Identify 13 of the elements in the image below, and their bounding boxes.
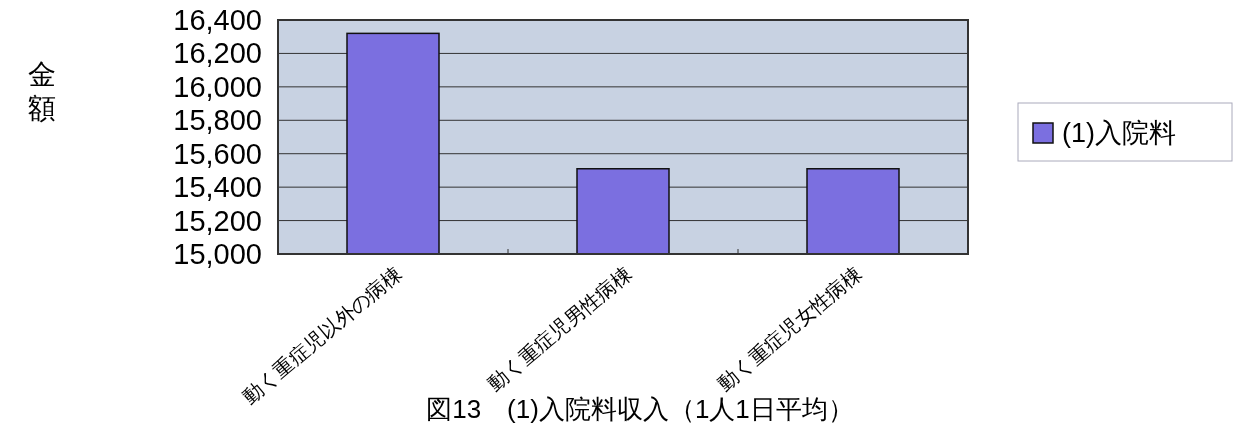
y-tick-label: 16,200 xyxy=(173,37,262,70)
y-tick-label: 15,400 xyxy=(173,171,262,204)
y-tick-label: 15,000 xyxy=(173,238,262,270)
y-tick-label: 15,800 xyxy=(173,104,262,137)
x-tick-label: 動く重症児男性病棟 xyxy=(483,262,636,395)
legend-label: (1)入院料 xyxy=(1062,118,1176,148)
y-tick-label: 16,400 xyxy=(173,4,262,36)
y-axis-title: 金額 xyxy=(28,59,56,124)
x-tick-label: 動く重症児女性病棟 xyxy=(713,262,866,395)
y-tick-label: 15,600 xyxy=(173,137,262,170)
y-tick-label: 15,200 xyxy=(173,204,262,237)
y-tick-label: 16,000 xyxy=(173,70,262,103)
caption: 図13 (1)入院料収入（1人1日平均） xyxy=(426,394,854,424)
